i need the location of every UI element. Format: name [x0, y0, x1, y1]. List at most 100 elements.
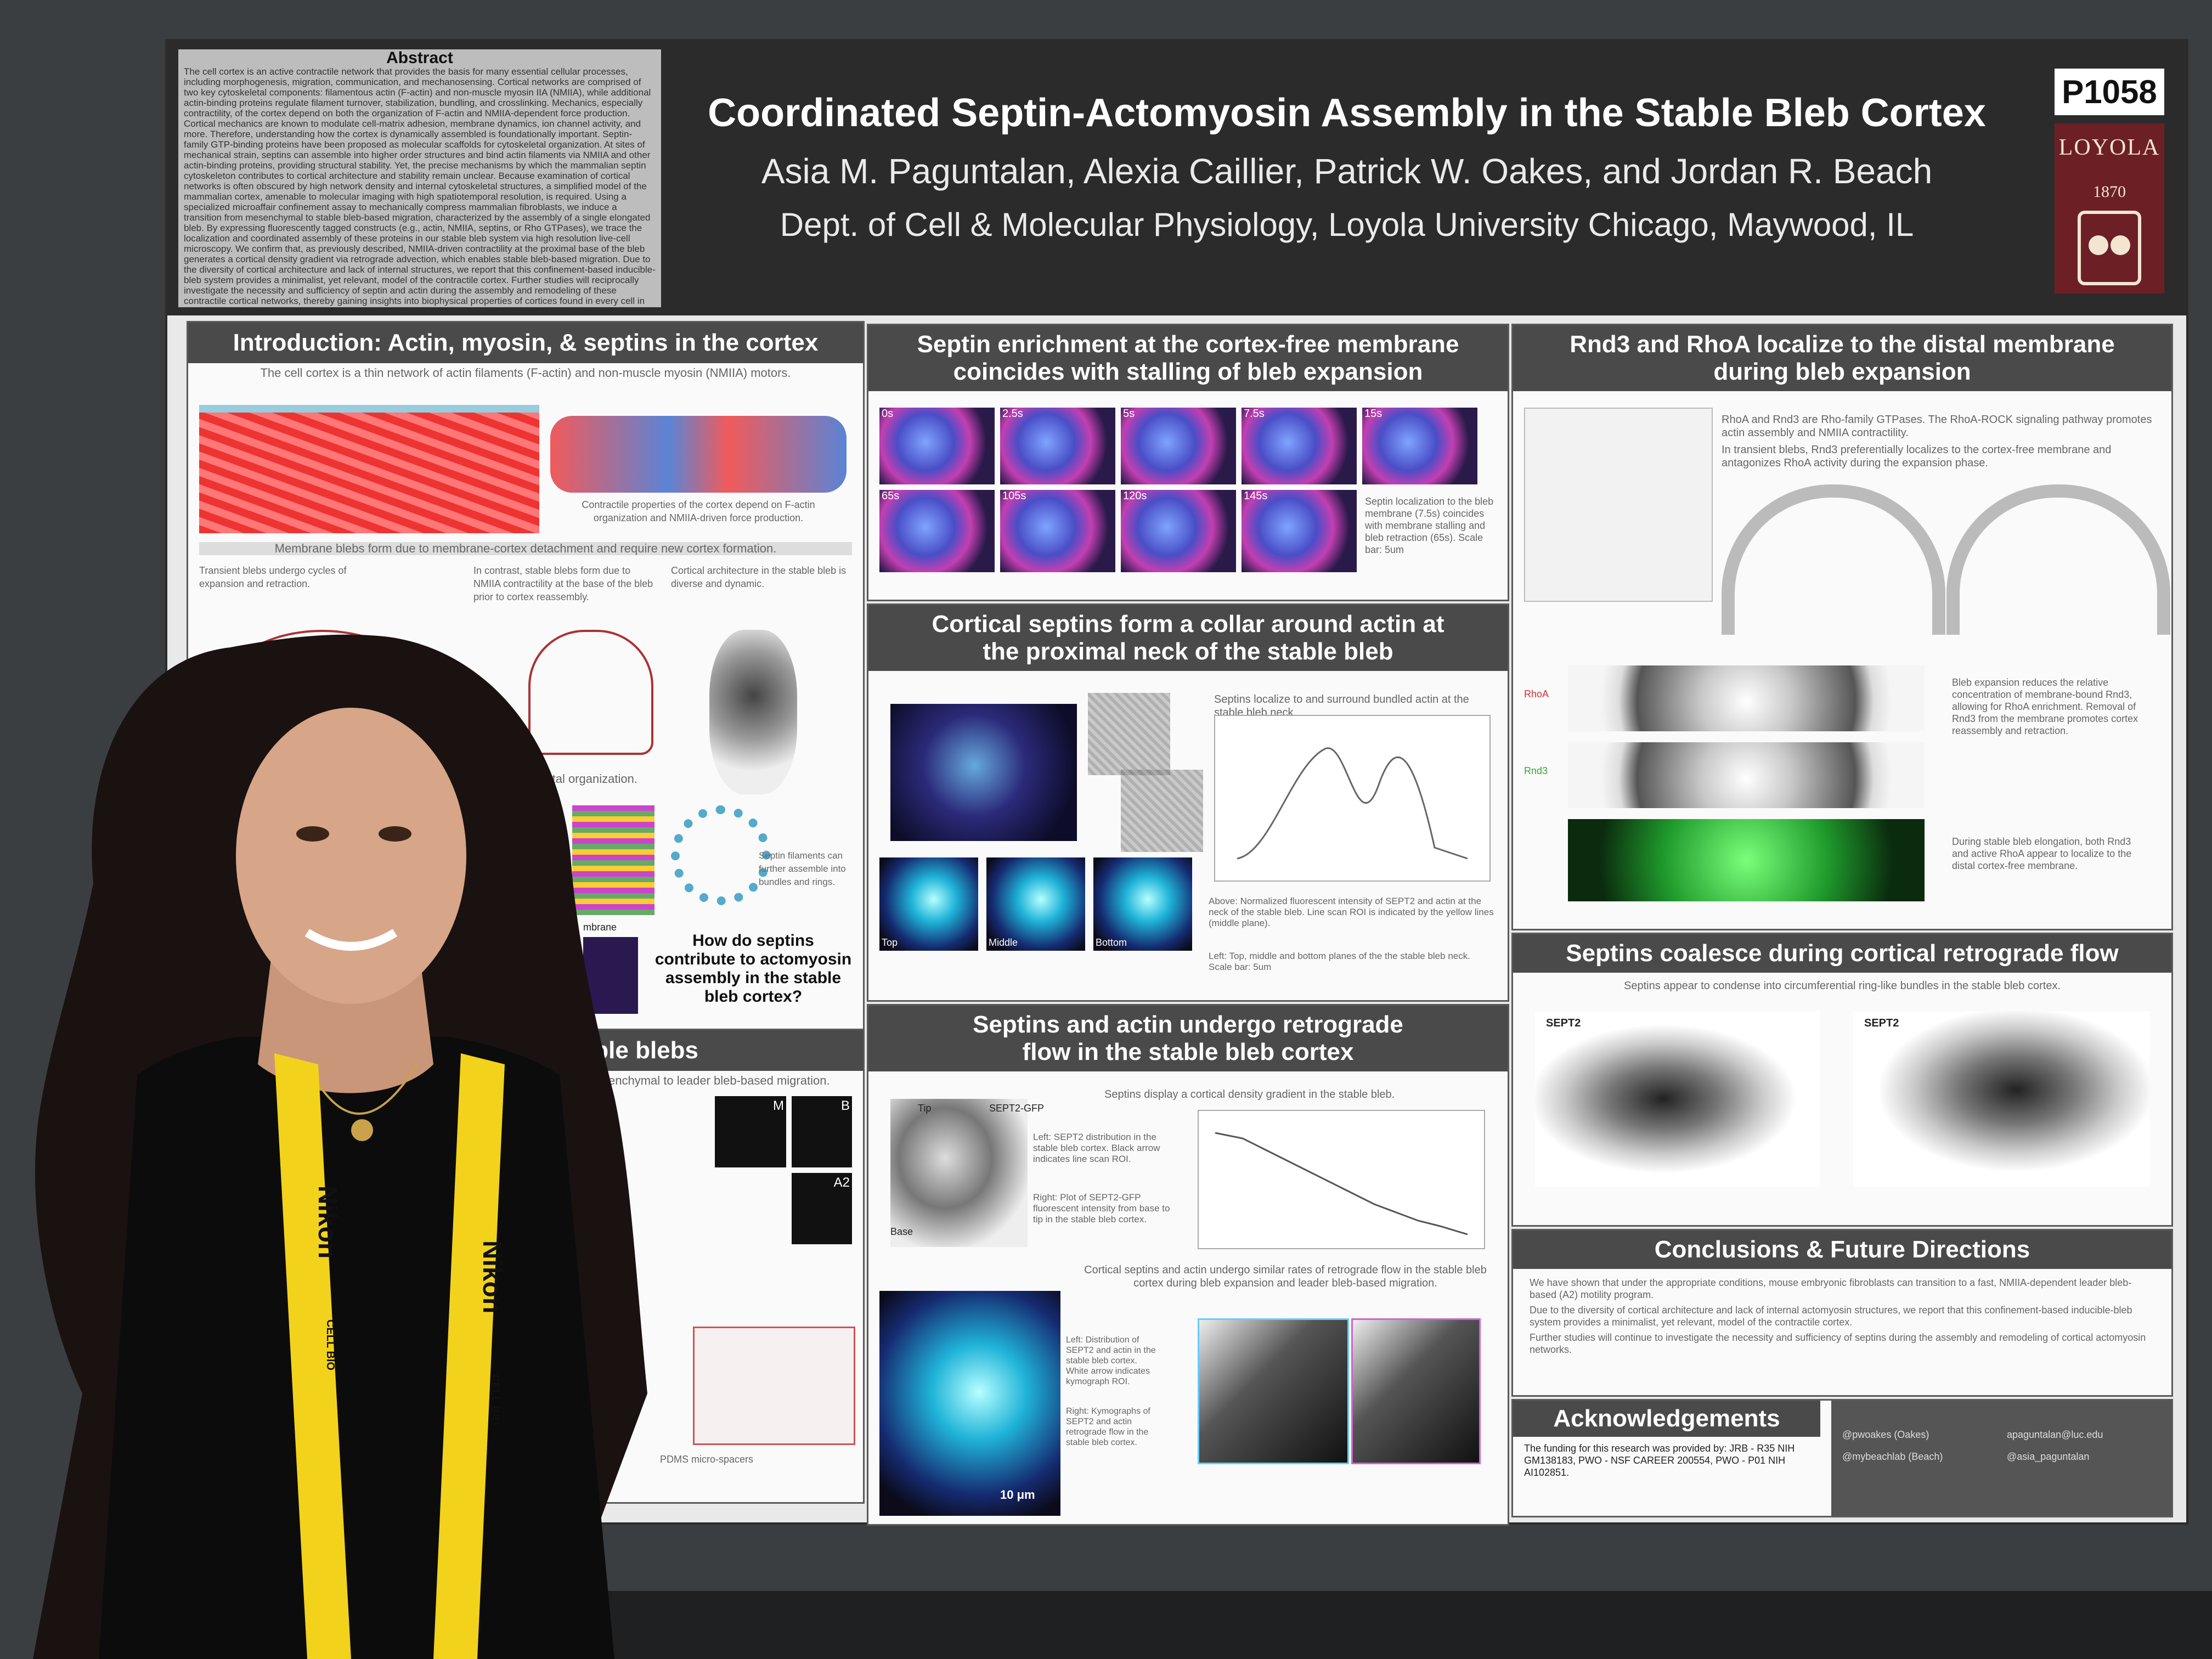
presenter-person: [33, 634, 647, 1659]
frame-5s: 5s: [1121, 408, 1236, 484]
collar-lineplot: [1214, 715, 1491, 882]
retrograde-panel: Septins and actin undergo retrograde flo…: [867, 1004, 1509, 1526]
social-4: @asia_paguntalan: [2007, 1451, 2090, 1462]
gradient-plot: [1198, 1110, 1485, 1249]
construct-label: SEPT2-GFP: [989, 1103, 1045, 1114]
elongation-note: During stable bleb elongation, both Rnd3…: [1952, 836, 2132, 871]
membrane-fragment: mbrane: [583, 922, 617, 933]
kymo-source-image: [879, 1291, 1060, 1516]
stable-bleb-diagram: [528, 630, 653, 755]
rnd3-title: Rnd3 and RhoA localize to the distal mem…: [1513, 325, 2171, 391]
collar-panel: Cortical septins form a collar around ac…: [867, 603, 1509, 1002]
frame-2-5s: 2.5s: [1000, 408, 1115, 484]
confinement-diagram: [693, 1327, 855, 1445]
septin-ring-diagram: [671, 805, 771, 905]
septin-enrichment-title: Septin enrichment at the cortex-free mem…: [868, 325, 1508, 391]
conclusions-panel: Conclusions & Future Directions We have …: [1511, 1229, 2173, 1397]
septin-enrichment-caption: Septin localization to the bleb membrane…: [1365, 496, 1494, 555]
sept2-bleb-image: [890, 1099, 1028, 1247]
kymograph-actin: [1351, 1318, 1481, 1464]
intro-lead: The cell cortex is a thin network of act…: [260, 366, 791, 380]
frame-65s: 65s: [879, 490, 995, 572]
collar-title: Cortical septins form a collar around ac…: [868, 605, 1508, 671]
lanyard-brand-right: Nikon: [477, 1240, 507, 1314]
tip-label: Tip: [918, 1103, 932, 1114]
septin-filament-diagram: [572, 805, 654, 915]
green-frames: [1568, 819, 1925, 901]
base-label: Base: [890, 1226, 913, 1237]
frame-2-5s-label: 2.5s: [1002, 408, 1023, 420]
conclusions-title: Conclusions & Future Directions: [1513, 1231, 2171, 1269]
frame-5s-label: 5s: [1123, 408, 1135, 420]
rho-pathway-diagram: [1524, 408, 1713, 602]
smile: [304, 929, 398, 951]
stable-blebs-text: In contrast, stable blebs form due to NM…: [473, 565, 653, 602]
collar-overview: [890, 704, 1077, 841]
coalesce-label-1: SEPT2: [1546, 1017, 1581, 1029]
kymo-right-text: Right: Kymographs of SEPT2 and actin ret…: [1066, 1407, 1150, 1447]
stable-blebs-lead: m mesenchymal to leader bleb-based migra…: [572, 1074, 830, 1087]
rnd3-transient: In transient blebs, Rnd3 preferentially …: [1722, 444, 2112, 469]
plane-top: Top: [879, 857, 978, 951]
coalesce-lead: Septins appear to condense into circumfe…: [1623, 980, 2061, 992]
tile-a2: A2: [792, 1173, 852, 1244]
frame-0s-label: 0s: [882, 408, 894, 420]
crest-icon: [2078, 211, 2141, 285]
pdms-spacers-label: PDMS micro-spacers: [660, 1454, 754, 1465]
rnd3-frames: [1568, 742, 1925, 808]
research-question: How do septins contribute to actomyosin …: [654, 932, 852, 1006]
plane-bottom: Bottom: [1093, 857, 1192, 951]
rnd3-row-label: Rnd3: [1524, 765, 1548, 776]
rhoa-row-label: RhoA: [1524, 689, 1549, 699]
plane-middle: Middle: [986, 857, 1085, 951]
board-bottom-edge: [603, 1591, 2212, 1659]
loyola-logo: LOYOLA 1870: [2055, 123, 2164, 294]
contractile-caption: Contractile properties of the cortex dep…: [582, 499, 815, 523]
coalesce-label-2: SEPT2: [1864, 1017, 1899, 1029]
frame-7-5s-label: 7.5s: [1244, 408, 1265, 420]
gradient-plot-svg: [1215, 1132, 1468, 1235]
poster-authors: Asia M. Paguntalan, Alexia Caillier, Pat…: [761, 151, 1933, 191]
architecture-text: Cortical architecture in the stable bleb…: [671, 565, 847, 589]
poster-title: Coordinated Septin-Actomyosin Assembly i…: [708, 91, 1986, 135]
coalesce-title: Septins coalesce during cortical retrogr…: [1513, 934, 2171, 973]
blebs-lead: Membrane blebs form due to membrane-cort…: [199, 542, 852, 555]
lanyard-brand-left: Nikon: [313, 1185, 342, 1259]
acknowledgements-text: The funding for this research was provid…: [1524, 1443, 1795, 1478]
collar-zoom-1: [1088, 693, 1170, 775]
collar-left-caption: Left: Top, middle and bottom planes of t…: [1209, 951, 1470, 972]
frame-145s: 145s: [1242, 490, 1357, 572]
frame-15s: 15s: [1362, 408, 1477, 484]
frame-120s-label: 120s: [1123, 490, 1147, 502]
poster-number: P1058: [2055, 69, 2164, 115]
bleb-rho-diagram-2: [1946, 484, 2170, 635]
coalesce-image-1: [1535, 1011, 1820, 1187]
rnd3-panel: Rnd3 and RhoA localize to the distal mem…: [1511, 324, 2173, 930]
conclusion-2: Due to the diversity of cortical archite…: [1530, 1305, 2132, 1328]
flow-lead: Cortical septins and actin undergo simil…: [1084, 1264, 1487, 1289]
conclusion-1: We have shown that under the appropriate…: [1530, 1277, 2132, 1300]
right-eye: [379, 826, 411, 842]
poster-header: Abstract The cell cortex is an active co…: [167, 41, 2186, 315]
social-2: @mybeachlab (Beach): [1842, 1451, 1943, 1462]
face: [236, 708, 466, 1004]
frame-105s-label: 105s: [1002, 490, 1026, 502]
abstract-box: Abstract The cell cortex is an active co…: [178, 49, 661, 307]
transient-blebs-text: Transient blebs undergo cycles of expans…: [199, 565, 347, 589]
tile-b: B: [792, 1096, 852, 1167]
social-1: @pwoakes (Oakes): [1842, 1429, 1929, 1440]
retrograde-left-text: Left: SEPT2 distribution in the stable b…: [1033, 1132, 1160, 1164]
social-3: apaguntalan@luc.edu: [2007, 1429, 2103, 1440]
left-eye: [296, 826, 329, 842]
lanyard-event-right: CELL BIO: [488, 1374, 501, 1425]
abstract-body: The cell cortex is an active contractile…: [184, 66, 656, 307]
bleb-rho-diagram-1: [1722, 484, 1945, 635]
septin-enrichment-panel: Septin enrichment at the cortex-free mem…: [867, 324, 1509, 601]
logo-year: 1870: [2093, 183, 2126, 201]
coalesce-image-2: [1853, 1011, 2149, 1187]
socials-box: @pwoakes (Oakes) @mybeachlab (Beach) apa…: [1831, 1401, 2171, 1516]
tile-m: M: [715, 1096, 786, 1167]
coalesce-panel: Septins coalesce during cortical retrogr…: [1511, 933, 2173, 1227]
retrograde-right-text: Right: Plot of SEPT2-GFP fluorescent int…: [1033, 1192, 1170, 1224]
